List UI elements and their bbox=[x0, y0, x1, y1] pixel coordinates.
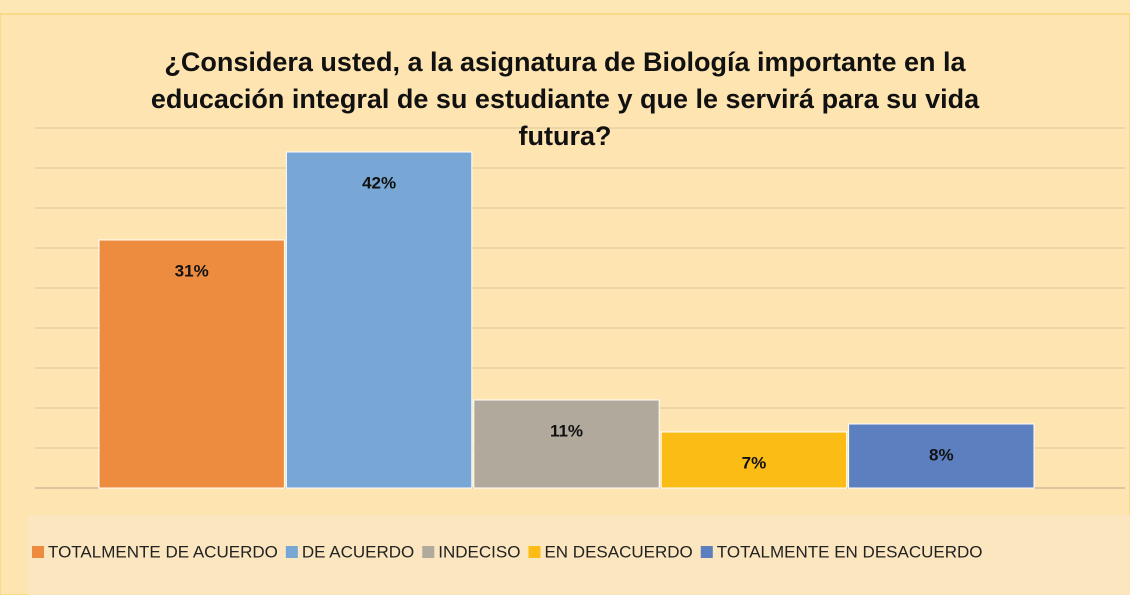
value-label: 11% bbox=[550, 421, 583, 440]
legend-box bbox=[28, 515, 1130, 595]
value-label: 31% bbox=[175, 261, 209, 280]
legend-label: EN DESACUERDO bbox=[544, 542, 692, 561]
value-label: 7% bbox=[742, 453, 767, 472]
legend-swatch bbox=[32, 546, 44, 558]
legend-swatch bbox=[285, 546, 298, 558]
value-label: 42% bbox=[362, 173, 396, 192]
bar bbox=[473, 399, 660, 489]
legend-label: INDECISO bbox=[438, 542, 520, 561]
legend-swatch bbox=[528, 546, 541, 558]
legend-label: TOTALMENTE EN DESACUERDO bbox=[717, 542, 983, 561]
bar bbox=[660, 431, 848, 489]
bar bbox=[848, 423, 1035, 489]
chart-title: ¿Considera usted, a la asignatura de Bio… bbox=[150, 47, 980, 151]
legend-label: TOTALMENTE DE ACUERDO bbox=[48, 542, 278, 561]
bar bbox=[285, 151, 473, 489]
legend-label: DE ACUERDO bbox=[302, 542, 414, 561]
bar bbox=[98, 239, 285, 489]
legend-swatch bbox=[700, 546, 713, 558]
legend-swatch bbox=[422, 546, 435, 558]
value-label: 8% bbox=[929, 445, 954, 464]
